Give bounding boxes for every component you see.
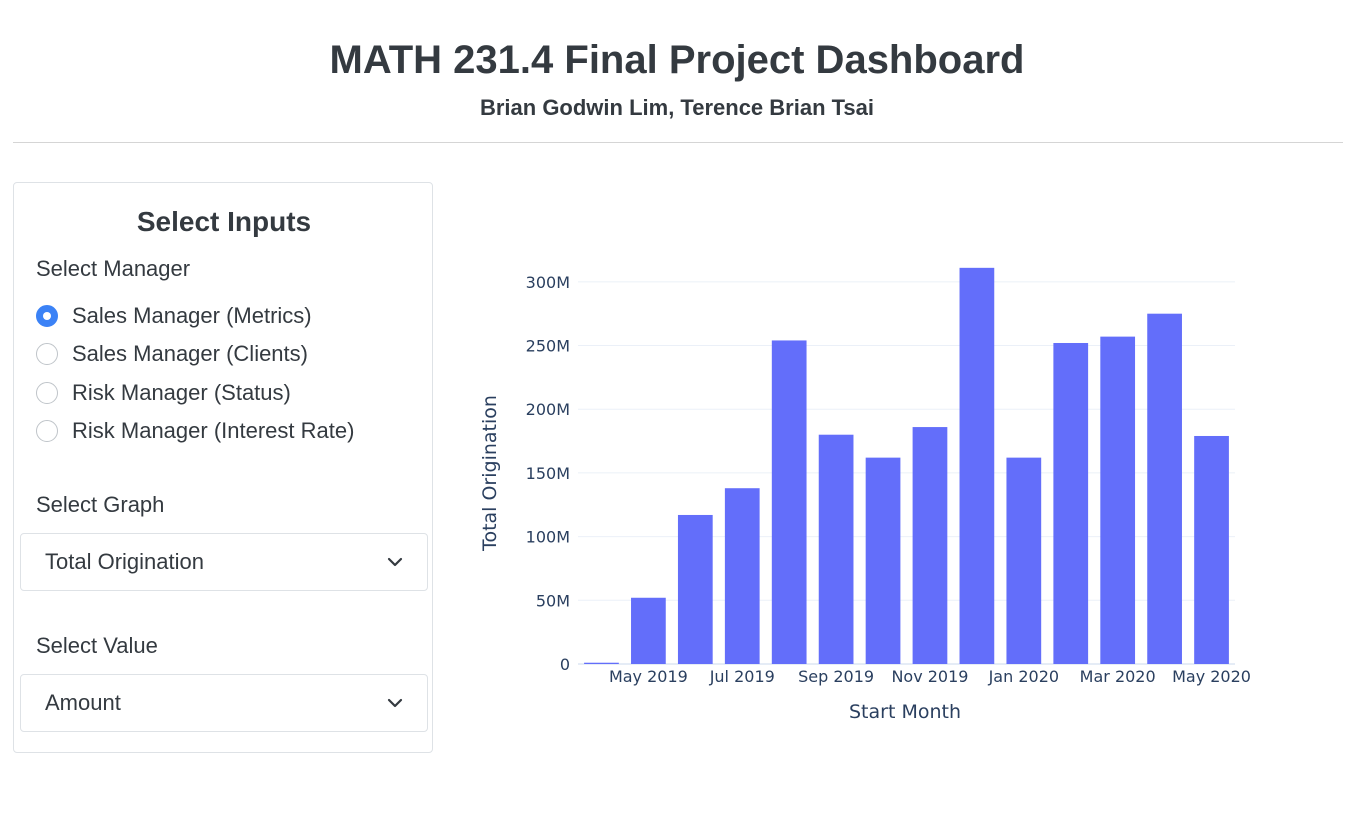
radio-sales-manager-metrics[interactable]: Sales Manager (Metrics): [36, 301, 312, 331]
x-tick-label: May 2020: [1172, 667, 1251, 686]
y-axis-ticks: 0 50M 100M 150M 200M 250M 300M: [526, 273, 570, 674]
radio-sales-manager-clients[interactable]: Sales Manager (Clients): [36, 339, 308, 369]
radio-button[interactable]: [36, 420, 58, 442]
y-tick-label: 200M: [526, 400, 570, 419]
chevron-down-icon: [387, 557, 403, 567]
bar-jun-2019[interactable]: [677, 514, 713, 664]
y-tick-label: 150M: [526, 464, 570, 483]
y-tick-label: 250M: [526, 337, 570, 356]
radio-button[interactable]: [36, 343, 58, 365]
header-divider: [13, 142, 1343, 143]
value-dropdown-value: Amount: [45, 690, 121, 715]
bar-may-2019[interactable]: [631, 597, 666, 664]
bar-mar-2020[interactable]: [1100, 336, 1136, 664]
x-axis-title: Start Month: [849, 701, 961, 723]
bar-nov-2019[interactable]: [912, 427, 948, 664]
bar-jan-2020[interactable]: [1006, 457, 1042, 664]
x-tick-label: Jan 2020: [988, 667, 1059, 686]
y-tick-label: 300M: [526, 273, 570, 292]
x-tick-label: Nov 2019: [891, 667, 968, 686]
x-axis-ticks: May 2019 Jul 2019 Sep 2019 Nov 2019 Jan 2020…: [609, 667, 1251, 686]
bar-oct-2019[interactable]: [865, 457, 901, 664]
radio-risk-manager-status[interactable]: Risk Manager (Status): [36, 378, 291, 408]
bar-sep-2019[interactable]: [818, 434, 854, 664]
x-tick-label: Sep 2019: [798, 667, 874, 686]
x-tick-label: Mar 2020: [1080, 667, 1156, 686]
radio-button[interactable]: [36, 382, 58, 404]
origination-chart: 0 50M 100M 150M 200M 250M 300M May 2019 Jul 201…: [460, 190, 1340, 750]
page-subtitle: Brian Godwin Lim, Terence Brian Tsai: [479, 95, 875, 120]
chevron-down-icon: [387, 698, 403, 708]
bar-jul-2019[interactable]: [724, 488, 760, 664]
y-tick-label: 100M: [526, 528, 570, 547]
inputs-card-title: Select Inputs: [136, 206, 312, 237]
y-axis-title: Total Origination: [479, 395, 501, 552]
graph-dropdown-value: Total Origination: [45, 549, 204, 574]
graph-dropdown[interactable]: Total Origination: [20, 533, 428, 591]
bar-apr-2020[interactable]: [1147, 313, 1182, 664]
radio-label: Risk Manager (Status): [72, 380, 291, 405]
select-value-label: Select Value: [36, 633, 158, 658]
bar-layer: [584, 267, 1229, 664]
radio-risk-manager-interest-rate[interactable]: Risk Manager (Interest Rate): [36, 416, 354, 446]
bar-dec-2019[interactable]: [959, 267, 995, 664]
value-dropdown[interactable]: Amount: [20, 674, 428, 732]
y-tick-label: 50M: [536, 591, 570, 610]
bar-may-2020[interactable]: [1194, 435, 1229, 664]
page-title: MATH 231.4 Final Project Dashboard: [329, 38, 1025, 82]
select-manager-label: Select Manager: [36, 256, 191, 281]
bar-aug-2019[interactable]: [771, 340, 807, 664]
radio-label: Sales Manager (Clients): [72, 341, 308, 366]
x-tick-label: May 2019: [609, 667, 688, 686]
grid-layer: [578, 281, 1235, 665]
bar-chart: 0 50M 100M 150M 200M 250M 300M May 2019 Jul 201…: [479, 267, 1251, 723]
radio-button[interactable]: [36, 305, 58, 327]
x-tick-label: Jul 2019: [709, 667, 775, 686]
bar-feb-2020[interactable]: [1053, 342, 1089, 664]
y-tick-label: 0: [560, 655, 570, 674]
inputs-card: Select Inputs Select Manager Sales Manag…: [13, 182, 433, 753]
radio-label: Risk Manager (Interest Rate): [72, 418, 355, 443]
bar-apr-2019[interactable]: [584, 662, 619, 664]
select-graph-label: Select Graph: [36, 492, 165, 517]
radio-label: Sales Manager (Metrics): [72, 303, 312, 328]
